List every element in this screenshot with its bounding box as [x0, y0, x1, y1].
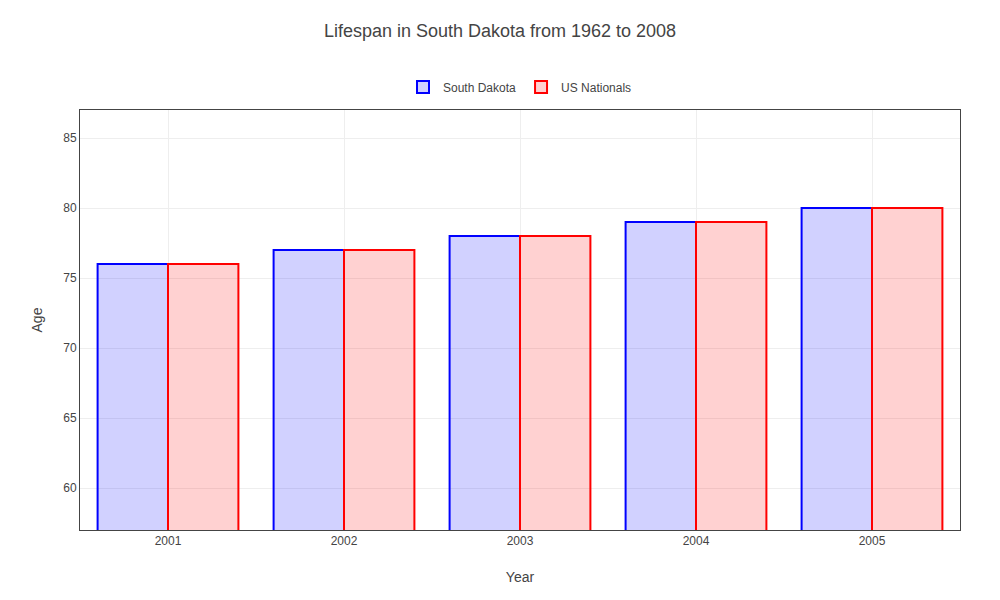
svg-text:85: 85 — [63, 131, 77, 145]
svg-text:2001: 2001 — [155, 534, 182, 548]
svg-text:2004: 2004 — [683, 534, 710, 548]
svg-text:US Nationals: US Nationals — [561, 81, 631, 95]
svg-text:Age: Age — [29, 307, 45, 332]
svg-text:70: 70 — [63, 341, 77, 355]
svg-text:80: 80 — [63, 201, 77, 215]
svg-text:Lifespan in South Dakota from: Lifespan in South Dakota from 1962 to 20… — [324, 21, 676, 41]
svg-text:South Dakota: South Dakota — [443, 81, 516, 95]
svg-text:2003: 2003 — [507, 534, 534, 548]
svg-text:2002: 2002 — [331, 534, 358, 548]
svg-text:75: 75 — [63, 271, 77, 285]
svg-text:2005: 2005 — [859, 534, 886, 548]
svg-text:60: 60 — [63, 481, 77, 495]
svg-text:Year: Year — [506, 569, 535, 585]
svg-text:65: 65 — [63, 411, 77, 425]
